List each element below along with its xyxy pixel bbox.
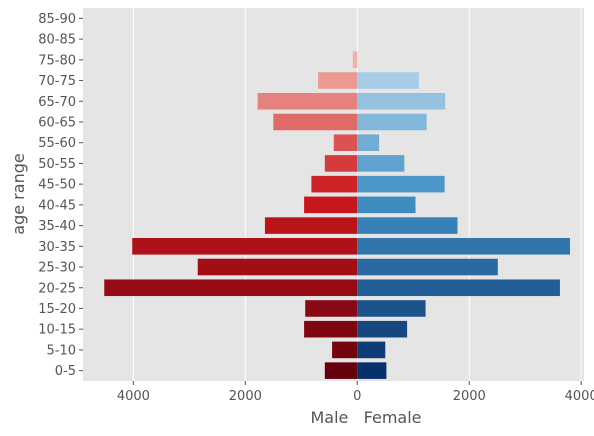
bars [104,51,571,379]
bar-male-0-5 [324,362,358,379]
bar-female-30-35 [357,238,571,255]
bar-male-65-70 [257,92,358,110]
y-tick-label-85-90: 85-90 [38,12,76,27]
plot-background [83,8,584,381]
x-tick-label: 2000 [229,389,262,404]
y-tick-label-40-45: 40-45 [38,198,76,213]
bar-male-40-45 [304,196,358,214]
y-tick-label-35-40: 35-40 [38,219,76,234]
grid-lines [132,8,582,381]
y-tick-labels: 0-5 5-10 10-15 15-20 20-25 25-30 30-35 35-40 40-… [38,12,83,379]
bar-male-25-30 [197,258,358,276]
bar-female-55-60 [357,134,380,151]
y-tick-label-70-75: 70-75 [38,74,76,89]
bar-male-55-60 [333,134,358,151]
x-axis-label: Male Female [310,408,421,427]
y-tick-label-0-5: 0-5 [55,364,76,379]
y-tick-label-75-80: 75-80 [38,53,76,68]
bar-female-60-65 [357,113,427,131]
bar-female-65-70 [357,92,446,110]
bar-male-35-40 [264,217,358,234]
y-tick-label-20-25: 20-25 [38,281,76,296]
bar-female-35-40 [357,217,458,234]
bar-female-70-75 [357,72,419,89]
y-tick-label-30-35: 30-35 [38,240,76,255]
bar-female-15-20 [357,300,426,317]
bar-female-50-55 [357,155,405,172]
bar-male-60-65 [273,113,358,131]
y-tick-label-80-85: 80-85 [38,33,76,48]
y-tick-label-5-10: 5-10 [46,343,76,358]
x-tick-label: 2000 [453,389,486,404]
y-tick-label-50-55: 50-55 [38,157,76,172]
bar-male-45-50 [311,175,358,193]
x-tick-label: 4000 [565,389,594,404]
bar-male-50-55 [324,155,358,172]
bar-male-10-15 [304,320,358,338]
bar-male-15-20 [305,300,358,317]
bar-male-5-10 [332,341,358,359]
y-tick-label-65-70: 65-70 [38,95,76,110]
y-tick-label-60-65: 60-65 [38,115,76,130]
y-tick-label-10-15: 10-15 [38,323,76,338]
bar-female-40-45 [357,196,416,214]
bar-male-30-35 [132,238,358,255]
bar-female-10-15 [357,320,408,338]
x-tick-label: 0 [353,389,361,404]
y-tick-label-15-20: 15-20 [38,302,76,317]
bar-female-45-50 [357,175,445,193]
bar-male-70-75 [318,72,358,89]
bar-female-5-10 [357,341,386,359]
bar-male-20-25 [104,279,358,297]
y-axis-label: age range [9,153,28,234]
bar-male-75-80 [352,51,358,69]
y-tick-label-45-50: 45-50 [38,178,76,193]
bar-female-0-5 [357,362,387,379]
y-tick-label-25-30: 25-30 [38,261,76,276]
bar-female-20-25 [357,279,560,297]
x-tick-labels: 4000 2000 0 2000 4000 [117,381,594,404]
bar-female-25-30 [357,258,498,276]
x-tick-label: 4000 [117,389,150,404]
y-tick-label-55-60: 55-60 [38,136,76,151]
